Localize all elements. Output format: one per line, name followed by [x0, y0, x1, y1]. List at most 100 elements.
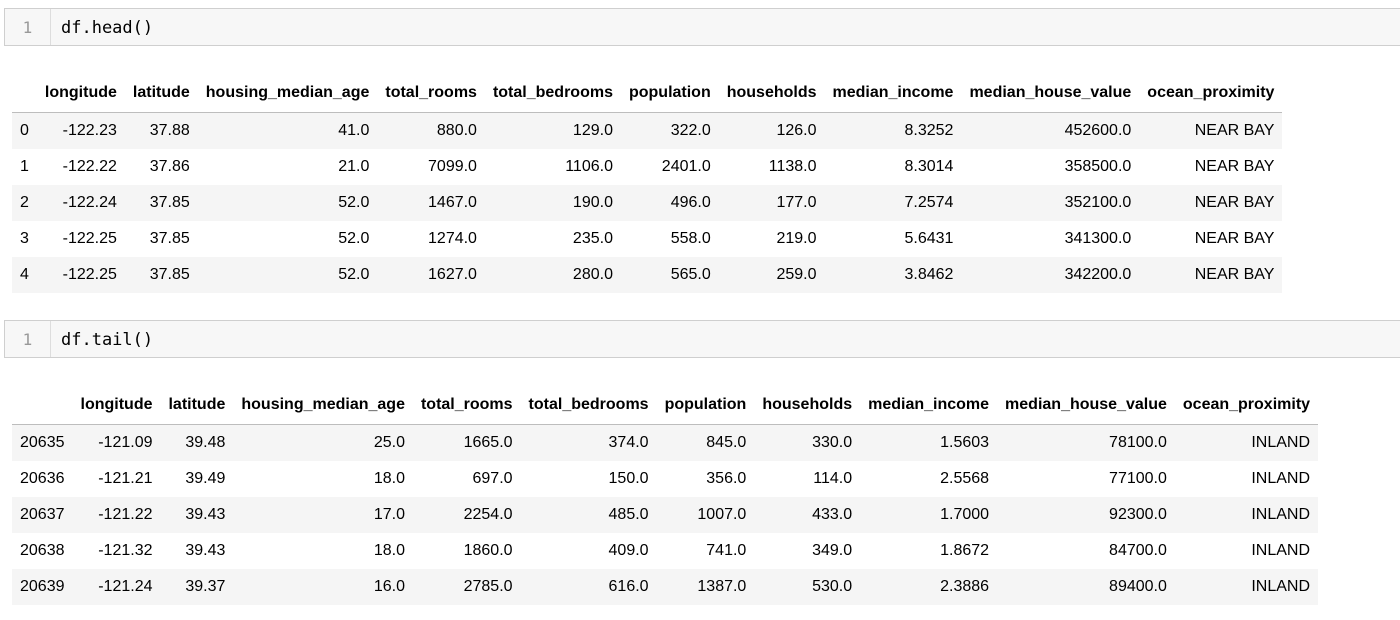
index-header	[12, 386, 73, 425]
code-text[interactable]: df.head()	[61, 18, 154, 38]
row-index: 20637	[12, 497, 73, 533]
table-cell: 558.0	[670, 230, 711, 247]
table-cell: NEAR BAY	[1139, 185, 1283, 221]
table-cell: 190.0	[484, 185, 621, 221]
table-cell: 150.0	[608, 470, 649, 487]
table-cell: 1106.0	[565, 158, 613, 175]
table-cell: -122.23	[36, 112, 125, 149]
table-cell: 16.0	[233, 569, 413, 605]
table-cell: 845.0	[656, 424, 755, 461]
table-cell: 39.49	[185, 470, 226, 487]
table-cell: 114.0	[813, 470, 853, 487]
table-cell: 565.0	[620, 257, 719, 293]
column-header: median_house_value	[961, 74, 1140, 113]
table-cell: 18.0	[373, 470, 405, 487]
table-cell: 177.0	[718, 185, 825, 221]
row-index: 4	[12, 257, 37, 293]
table-cell: -121.22	[72, 497, 161, 533]
table-cell: 25.0	[233, 424, 413, 461]
table-cell: INLAND	[1174, 497, 1319, 533]
table-cell: 1860.0	[463, 542, 513, 559]
table-cell: 280.0	[484, 257, 621, 293]
table-cell: 2.3886	[860, 569, 998, 605]
table-row: 2 -122.24 37.85 52.0 1467.0 190.0 496.0 177.0 7.…	[12, 185, 1283, 221]
column-header: total_rooms	[377, 74, 485, 113]
code-cell-tail-input[interactable]: 1 df.tail()	[4, 320, 1400, 358]
table-cell: INLAND	[1174, 424, 1319, 461]
table-cell: 41.0	[197, 112, 378, 149]
table-cell: 78100.0	[997, 424, 1175, 461]
table-cell: 2254.0	[412, 497, 521, 533]
table-cell: INLAND	[1251, 542, 1311, 559]
table-cell: 1138.0	[768, 158, 817, 175]
table-cell: 1.7000	[860, 497, 998, 533]
table-cell: 374.0	[520, 424, 657, 461]
header-row: longitude latitude housing_median_age total…	[12, 74, 1283, 113]
table-cell: 39.43	[185, 542, 226, 559]
table-row: 20639 -121.24 39.37 16.0 2785.0 616.0 1387.0 53…	[12, 569, 1319, 605]
column-header: households	[754, 386, 861, 425]
table-cell: 89400.0	[997, 569, 1175, 605]
column-header: population	[620, 74, 719, 113]
table-cell: 129.0	[484, 112, 621, 149]
table-cell: 39.37	[160, 569, 234, 605]
table-cell: 37.85	[149, 230, 190, 247]
table-cell: 39.43	[160, 497, 234, 533]
table-cell: 342200.0	[961, 257, 1140, 293]
table-cell: 219.0	[776, 230, 817, 247]
table-cell: 37.88	[124, 112, 198, 149]
column-header: total_bedrooms	[484, 74, 621, 113]
table-cell: 2.5568	[940, 470, 990, 487]
table-cell: 235.0	[572, 230, 613, 247]
code-text[interactable]: df.tail()	[61, 330, 154, 350]
table-cell: 616.0	[520, 569, 657, 605]
table-cell: 7099.0	[428, 158, 477, 175]
table-cell: 433.0	[754, 497, 861, 533]
table-cell: 496.0	[620, 185, 719, 221]
table-cell: 349.0	[812, 542, 853, 559]
table-cell: 1007.0	[656, 497, 755, 533]
table-cell: 452600.0	[961, 112, 1140, 149]
table-cell: 485.0	[520, 497, 657, 533]
table-row: 0 -122.23 37.88 41.0 880.0 129.0 322.0 126.0 8.3…	[12, 112, 1283, 149]
table-cell: 741.0	[706, 542, 747, 559]
table-cell: 1665.0	[412, 424, 521, 461]
column-header: median_income	[824, 74, 962, 113]
table-cell: 84700.0	[1109, 542, 1167, 559]
table-cell: 1387.0	[656, 569, 755, 605]
code-cell-head-input[interactable]: 1 df.head()	[4, 8, 1400, 46]
table-cell: 322.0	[620, 112, 719, 149]
table-row: 4 -122.25 37.85 52.0 1627.0 280.0 565.0 259.0 3.…	[12, 257, 1283, 293]
table-cell: 77100.0	[1109, 470, 1167, 487]
column-header: latitude	[160, 386, 234, 425]
table-cell: 1467.0	[377, 185, 485, 221]
row-index: 20635	[12, 424, 73, 461]
table-cell: 39.48	[160, 424, 234, 461]
table-cell: 52.0	[197, 185, 378, 221]
table-row: 1 -122.22 37.86 21.0 7099.0 1106.0 2401.0 1138.…	[12, 149, 1282, 185]
column-header: longitude	[72, 386, 161, 425]
table-cell: 3.8462	[824, 257, 962, 293]
table-cell: 1.5603	[860, 424, 998, 461]
line-number: 1	[5, 9, 51, 45]
table-cell: 259.0	[718, 257, 825, 293]
table-cell: 330.0	[754, 424, 861, 461]
table-row: 20635 -121.09 39.48 25.0 1665.0 374.0 845.0 330…	[12, 424, 1319, 461]
table-cell: 880.0	[377, 112, 485, 149]
table-cell: 1627.0	[377, 257, 485, 293]
table-cell: 37.85	[124, 185, 198, 221]
table-cell: -121.24	[72, 569, 161, 605]
table-cell: INLAND	[1251, 470, 1311, 487]
row-index: 3	[20, 230, 29, 247]
column-header: total_rooms	[412, 386, 521, 425]
table-cell: 18.0	[373, 542, 405, 559]
column-header: longitude	[36, 74, 125, 113]
row-index: 0	[12, 112, 37, 149]
table-cell: NEAR BAY	[1194, 158, 1275, 175]
table-cell: 52.0	[197, 257, 378, 293]
table-row: 20636 -121.21 39.49 18.0 697.0 150.0 356.0 114.…	[12, 461, 1318, 497]
table-cell: 2785.0	[412, 569, 521, 605]
table-cell: 1274.0	[428, 230, 477, 247]
table-cell: -122.24	[36, 185, 125, 221]
column-header: median_income	[860, 386, 998, 425]
